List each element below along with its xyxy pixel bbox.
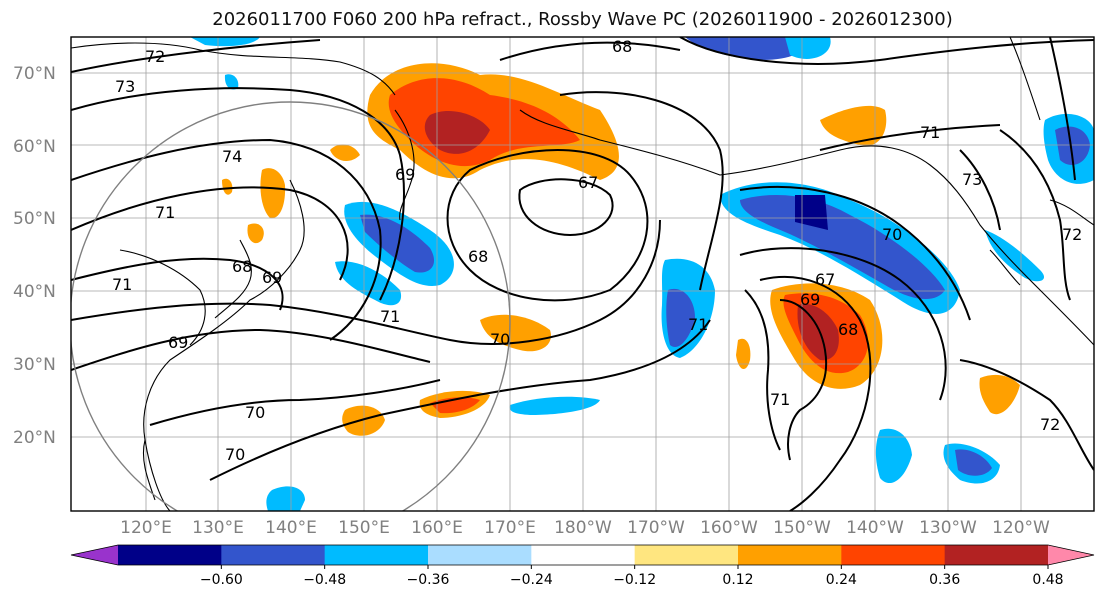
lon-label: 130°W — [919, 518, 977, 538]
colorbar-swatch — [118, 545, 222, 565]
colorbar-swatch — [531, 545, 636, 565]
colorbar-tick-label: 0.36 — [929, 572, 960, 588]
contour-label: 69 — [168, 333, 188, 352]
contour-label: 74 — [222, 147, 242, 166]
lat-label: 60°N — [13, 137, 56, 157]
colorbar-tick-label: 0.48 — [1032, 572, 1063, 588]
colorbar-swatch — [738, 545, 842, 565]
lon-label: 160°W — [700, 518, 758, 538]
contour-label: 69 — [800, 290, 820, 309]
colorbar-tick-label: −0.36 — [407, 572, 450, 588]
lon-label: 180°W — [554, 518, 612, 538]
lon-label: 140°E — [265, 518, 317, 538]
lat-label: 70°N — [13, 64, 56, 84]
lon-label: 140°W — [846, 518, 904, 538]
reference-circle — [71, 101, 511, 511]
latitude-labels: 70°N 60°N 50°N 40°N 30°N 20°N — [13, 64, 56, 448]
lat-label: 20°N — [13, 428, 56, 448]
contour-labels: 72 73 74 71 68 69 71 69 70 70 69 68 67 7… — [112, 37, 1082, 464]
lat-label: 40°N — [13, 282, 56, 302]
contour-label: 71 — [920, 123, 940, 142]
colorbar-ticks: −0.60 −0.48 −0.36 −0.24 −0.12 0.12 0.24 0.36 0.4… — [200, 565, 1064, 588]
contour-label: 71 — [112, 275, 132, 294]
colorbar — [70, 544, 1095, 566]
contour-label: 70 — [225, 445, 245, 464]
colorbar-swatch — [634, 545, 739, 565]
contour-label: 71 — [770, 390, 790, 409]
lon-label: 120°W — [992, 518, 1050, 538]
anomaly-fill-layer — [190, 37, 1094, 511]
contour-label: 68 — [468, 247, 488, 266]
contour-label: 70 — [245, 403, 265, 422]
colorbar-swatch — [324, 545, 429, 565]
colorbar-outline — [70, 544, 1095, 566]
contour-label: 70 — [490, 330, 510, 349]
lon-label: 170°E — [484, 518, 536, 538]
colorbar-extend-high — [1048, 545, 1094, 565]
colorbar-swatch — [944, 545, 1049, 565]
colorbar-tick-label: −0.48 — [303, 572, 346, 588]
contour-label: 68 — [612, 37, 632, 56]
colorbar-tick-label: −0.60 — [200, 572, 243, 588]
lat-label: 30°N — [13, 355, 56, 375]
contour-label: 68 — [232, 257, 252, 276]
contour-label: 69 — [262, 268, 282, 287]
colorbar-tick-label: 0.24 — [826, 572, 857, 588]
lon-label: 150°W — [773, 518, 831, 538]
contour-label: 68 — [838, 320, 858, 339]
contour-label: 70 — [882, 225, 902, 244]
colorbar-swatch — [221, 545, 326, 565]
lon-label: 130°E — [192, 518, 244, 538]
colorbar-tick-label: −0.24 — [510, 572, 553, 588]
colorbar-swatch — [841, 545, 946, 565]
colorbar-tick-label: −0.12 — [613, 572, 656, 588]
longitude-labels: 120°E 130°E 140°E 150°E 160°E 170°E 180°… — [120, 518, 1050, 538]
colorbar-extend-low — [71, 545, 118, 565]
plot-frame — [70, 36, 1095, 512]
contour-label: 71 — [380, 307, 400, 326]
lon-label: 170°W — [627, 518, 685, 538]
contour-label: 73 — [115, 77, 135, 96]
colorbar-tick-label: 0.12 — [722, 572, 753, 588]
lon-label: 160°E — [411, 518, 463, 538]
contour-label: 72 — [1040, 415, 1060, 434]
contour-label: 67 — [578, 173, 598, 192]
contour-label: 72 — [145, 47, 165, 66]
contour-label: 69 — [395, 165, 415, 184]
contour-label: 73 — [962, 170, 982, 189]
gridlines — [71, 37, 1094, 511]
map-layers — [71, 37, 1094, 511]
lon-label: 120°E — [120, 518, 172, 538]
contour-label: 71 — [688, 315, 708, 334]
contour-label: 71 — [155, 203, 175, 222]
contour-label: 67 — [815, 270, 835, 289]
lon-label: 150°E — [338, 518, 390, 538]
contour-label: 72 — [1062, 225, 1082, 244]
colorbar-swatch — [428, 545, 532, 565]
map-title: 2026011700 F060 200 hPa refract., Rossby… — [212, 9, 953, 30]
lat-label: 50°N — [13, 209, 56, 229]
refractive-index-contours — [71, 37, 1094, 511]
